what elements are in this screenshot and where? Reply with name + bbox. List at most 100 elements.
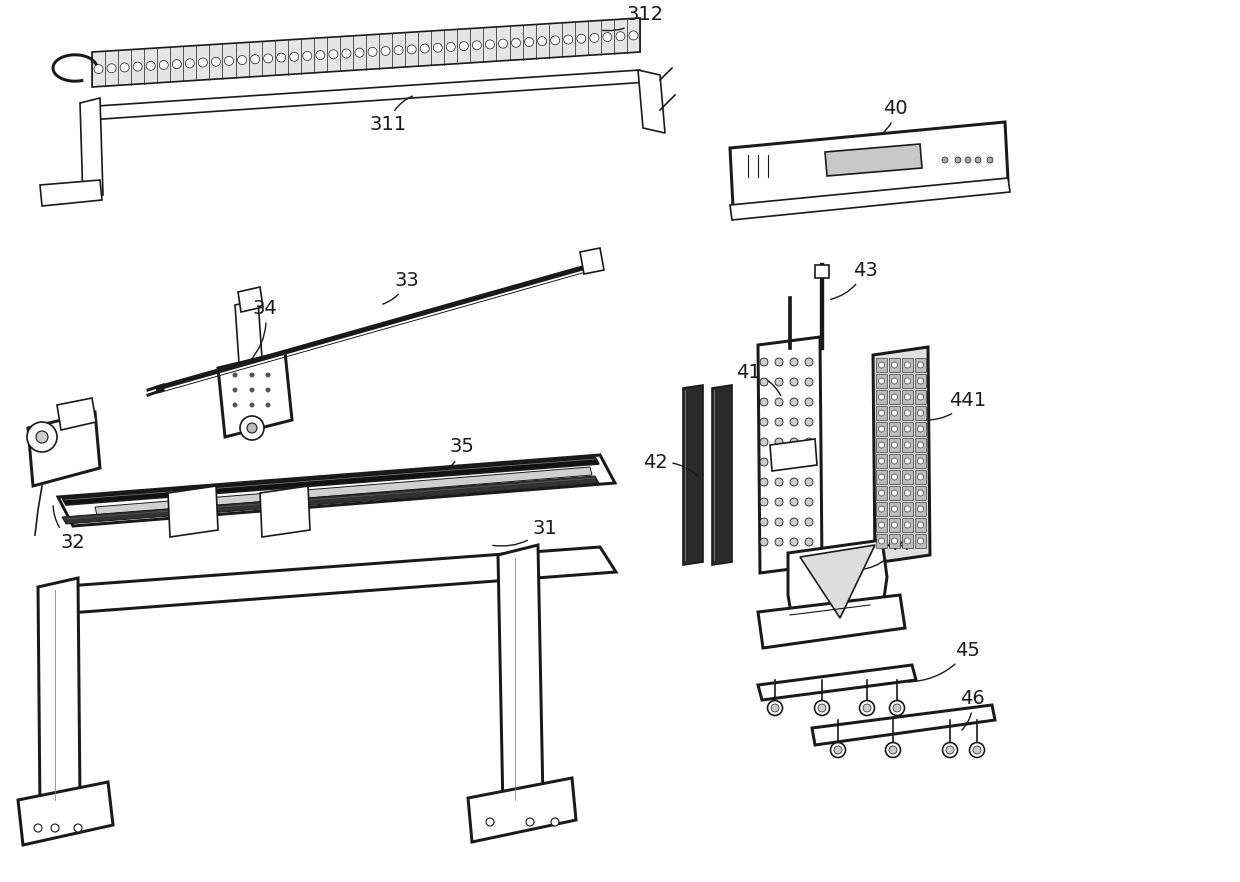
Circle shape: [616, 32, 625, 41]
Circle shape: [33, 824, 42, 832]
Circle shape: [527, 483, 532, 488]
Circle shape: [760, 398, 768, 406]
Polygon shape: [901, 374, 913, 388]
Circle shape: [892, 442, 898, 448]
Circle shape: [146, 62, 155, 71]
Polygon shape: [712, 385, 732, 565]
Circle shape: [904, 362, 910, 368]
Text: 311: 311: [370, 96, 413, 134]
Circle shape: [790, 378, 799, 386]
Polygon shape: [95, 467, 591, 515]
Polygon shape: [758, 337, 822, 573]
Circle shape: [255, 504, 260, 509]
Polygon shape: [901, 406, 913, 420]
Circle shape: [760, 418, 768, 426]
Circle shape: [987, 157, 993, 163]
Circle shape: [233, 372, 238, 377]
Circle shape: [835, 746, 842, 754]
Circle shape: [459, 41, 469, 50]
Polygon shape: [915, 518, 926, 532]
Circle shape: [103, 515, 108, 520]
Text: 41: 41: [735, 363, 781, 395]
Circle shape: [198, 58, 207, 67]
Circle shape: [187, 509, 192, 514]
Polygon shape: [915, 502, 926, 516]
Polygon shape: [889, 438, 900, 452]
Polygon shape: [889, 374, 900, 388]
Circle shape: [918, 394, 924, 400]
Circle shape: [878, 362, 884, 368]
Circle shape: [205, 508, 210, 512]
Polygon shape: [889, 486, 900, 500]
Polygon shape: [40, 180, 102, 206]
Polygon shape: [875, 374, 887, 388]
Circle shape: [329, 49, 337, 59]
Circle shape: [577, 34, 585, 43]
Circle shape: [265, 402, 270, 407]
Circle shape: [790, 418, 799, 426]
Circle shape: [443, 490, 448, 495]
Circle shape: [889, 746, 897, 754]
Polygon shape: [875, 438, 887, 452]
Circle shape: [863, 704, 870, 712]
Circle shape: [805, 398, 813, 406]
Circle shape: [918, 442, 924, 448]
Circle shape: [815, 700, 830, 715]
Text: 34: 34: [250, 298, 278, 361]
Circle shape: [760, 378, 768, 386]
Circle shape: [805, 478, 813, 486]
Polygon shape: [889, 358, 900, 372]
Text: 32: 32: [53, 505, 86, 551]
Circle shape: [878, 410, 884, 416]
Polygon shape: [218, 352, 291, 437]
Circle shape: [790, 358, 799, 366]
Circle shape: [955, 157, 961, 163]
Circle shape: [805, 518, 813, 526]
Polygon shape: [580, 248, 604, 274]
Circle shape: [36, 431, 48, 443]
Polygon shape: [889, 422, 900, 436]
Circle shape: [892, 506, 898, 512]
Circle shape: [790, 438, 799, 446]
Polygon shape: [915, 406, 926, 420]
Circle shape: [768, 700, 782, 715]
Circle shape: [805, 458, 813, 466]
Polygon shape: [915, 358, 926, 372]
Circle shape: [498, 39, 507, 49]
Circle shape: [818, 704, 826, 712]
Circle shape: [859, 700, 874, 715]
Circle shape: [171, 511, 176, 515]
Circle shape: [904, 522, 910, 528]
Polygon shape: [800, 545, 875, 618]
Circle shape: [892, 538, 898, 544]
Circle shape: [224, 56, 233, 65]
Circle shape: [918, 474, 924, 480]
Circle shape: [306, 500, 311, 505]
Polygon shape: [62, 476, 599, 524]
Circle shape: [878, 426, 884, 432]
Circle shape: [775, 478, 782, 486]
Circle shape: [433, 43, 443, 52]
Circle shape: [472, 41, 481, 49]
Polygon shape: [875, 422, 887, 436]
Polygon shape: [901, 502, 913, 516]
Circle shape: [805, 358, 813, 366]
Circle shape: [368, 48, 377, 56]
Circle shape: [425, 490, 430, 496]
Circle shape: [775, 438, 782, 446]
Circle shape: [893, 704, 901, 712]
Polygon shape: [40, 547, 616, 614]
Circle shape: [885, 743, 900, 758]
Text: 312: 312: [603, 5, 663, 31]
Circle shape: [525, 37, 533, 47]
Circle shape: [512, 38, 521, 48]
Polygon shape: [889, 518, 900, 532]
Circle shape: [970, 743, 985, 758]
Text: 42: 42: [642, 453, 698, 476]
Polygon shape: [236, 300, 262, 363]
Polygon shape: [57, 398, 95, 430]
Circle shape: [918, 426, 924, 432]
Circle shape: [290, 52, 299, 61]
Circle shape: [526, 818, 534, 826]
Circle shape: [904, 394, 910, 400]
